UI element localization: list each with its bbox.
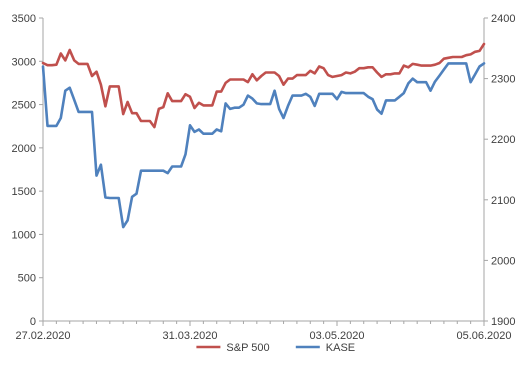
series-group [41, 42, 486, 229]
legend-label: KASE [326, 342, 355, 354]
y-left-tick-label: 500 [18, 273, 36, 285]
y-left-tick-label: 3000 [12, 56, 36, 68]
y-left-tick-label: 3500 [12, 13, 36, 25]
x-tick-label: 27.02.2020 [15, 330, 70, 342]
y-left-tick-label: 2000 [12, 143, 36, 155]
y-right-tick-label: 2200 [491, 134, 515, 146]
x-tick-label: 03.05.2020 [309, 330, 364, 342]
y-right-tick-label: 2100 [491, 195, 515, 207]
axes-group: 0 500 1000 1500 2000 2500 3000 3500 1900 2000 2100… [12, 13, 516, 342]
legend: S&P 500 KASE [196, 342, 355, 354]
x-tick-label: 05.06.2020 [456, 330, 511, 342]
series-line-kase [41, 62, 486, 229]
legend-label: S&P 500 [226, 342, 269, 354]
series-line-sp500 [41, 42, 486, 129]
y-right-tick-label: 1900 [491, 316, 515, 328]
y-left-tick-label: 1500 [12, 186, 36, 198]
y-right-tick-label: 2300 [491, 74, 515, 86]
x-tick-label: 31.03.2020 [162, 330, 217, 342]
y-right-tick-label: 2000 [491, 255, 515, 267]
y-left-tick-label: 2500 [12, 100, 36, 112]
y-left-tick-label: 1000 [12, 229, 36, 241]
y-left-tick-label: 0 [30, 316, 36, 328]
y-right-tick-label: 2400 [491, 13, 515, 25]
